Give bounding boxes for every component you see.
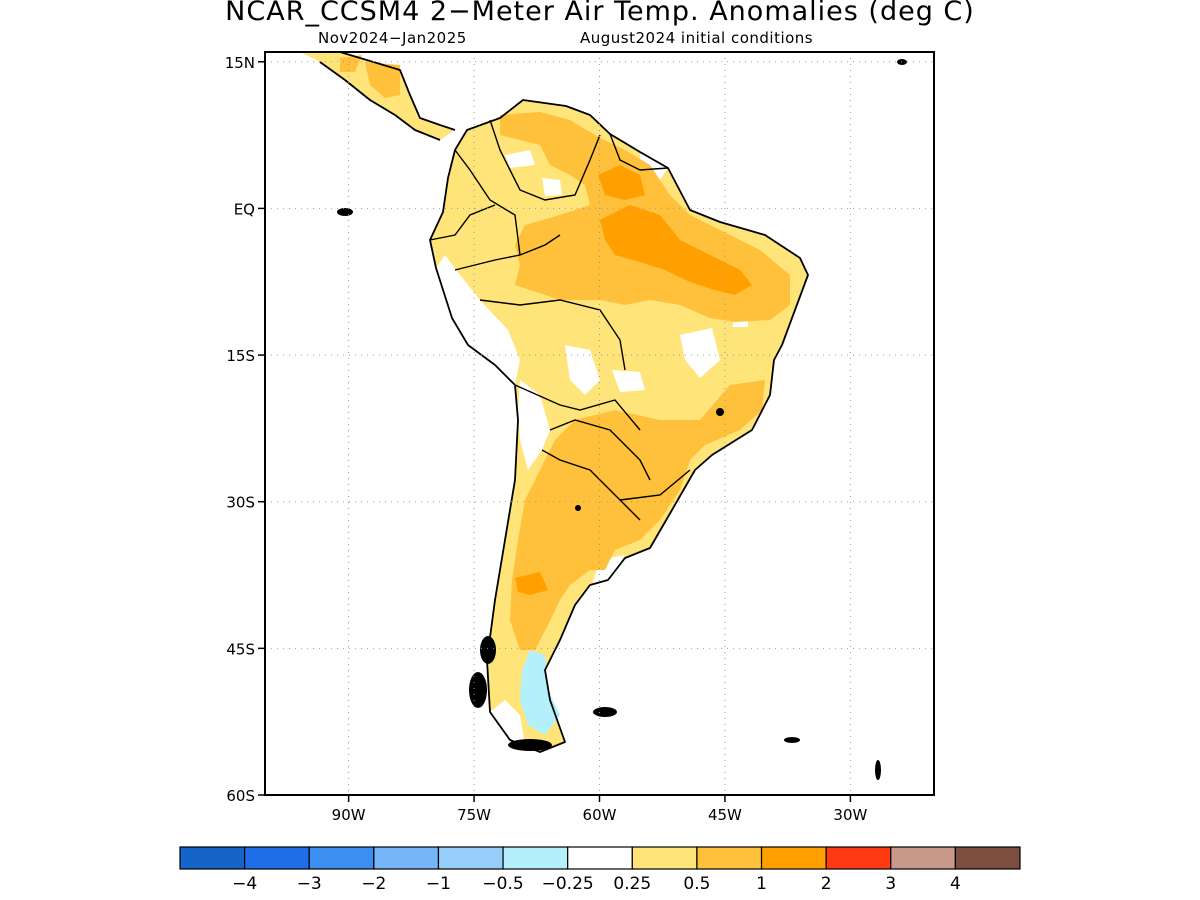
initial-conditions: August2024 initial conditions	[580, 29, 814, 47]
colorbar-swatch	[567, 846, 633, 870]
lat-label: 30S	[226, 494, 255, 512]
islands	[337, 59, 907, 780]
lon-label: 45W	[708, 806, 742, 824]
colorbar-swatch	[631, 846, 698, 870]
colorbar-swatch	[179, 846, 246, 870]
lat-label: 15N	[225, 54, 255, 72]
longitude-labels: 90W 75W 60W 45W 30W	[332, 806, 868, 824]
colorbar-swatch	[502, 846, 569, 870]
colorbar-swatch	[244, 846, 310, 870]
colorbar-label: −4	[232, 874, 257, 894]
colorbar-labels: −4 −3 −2 −1 −0.5 −0.25 0.25 0.5 1 2 3 4	[232, 874, 961, 894]
axis-ticks	[258, 61, 852, 802]
colorbar-swatch	[825, 846, 892, 870]
country-borders	[429, 119, 691, 521]
colorbar-label: −0.25	[542, 874, 594, 894]
lat-label: 15S	[226, 347, 255, 365]
lon-label: 75W	[457, 806, 491, 824]
map-frame	[264, 51, 935, 796]
colorbar-swatch	[437, 846, 504, 870]
coastlines	[300, 52, 809, 753]
colorbar-swatch	[308, 846, 375, 870]
colorbar	[179, 846, 1021, 870]
colorbar-swatch	[373, 846, 440, 870]
strong-anomaly-areas	[515, 165, 752, 595]
anomaly-field	[300, 52, 808, 752]
colorbar-label: −2	[361, 874, 386, 894]
colorbar-label: 3	[885, 874, 896, 894]
lat-label: 60S	[226, 787, 255, 805]
colorbar-label: 0.25	[613, 874, 651, 894]
colorbar-label: 0.5	[683, 874, 710, 894]
lon-label: 90W	[332, 806, 366, 824]
lat-label: 45S	[226, 640, 255, 658]
colorbar-label: 4	[950, 874, 961, 894]
colorbar-swatch	[696, 846, 763, 870]
colorbar-label: −1	[426, 874, 451, 894]
latitude-labels: 15N EQ 15S 30S 45S 60S	[225, 54, 255, 805]
map-title: NCAR_CCSM4 2−Meter Air Temp. Anomalies (…	[225, 0, 975, 27]
lat-label: EQ	[234, 200, 255, 218]
colorbar-swatch	[890, 846, 956, 870]
forecast-period: Nov2024−Jan2025	[318, 29, 467, 47]
colorbar-label: 2	[821, 874, 832, 894]
colorbar-label: −3	[297, 874, 322, 894]
lon-label: 60W	[583, 806, 617, 824]
colorbar-label: −0.5	[482, 874, 523, 894]
colorbar-label: 1	[756, 874, 767, 894]
near-zero-patches	[436, 150, 748, 745]
negative-anomaly-patch	[520, 650, 560, 735]
central-america-land	[300, 52, 455, 140]
colorbar-swatch	[760, 846, 827, 870]
colorbar-swatch	[954, 846, 1021, 870]
lon-label: 30W	[833, 806, 867, 824]
